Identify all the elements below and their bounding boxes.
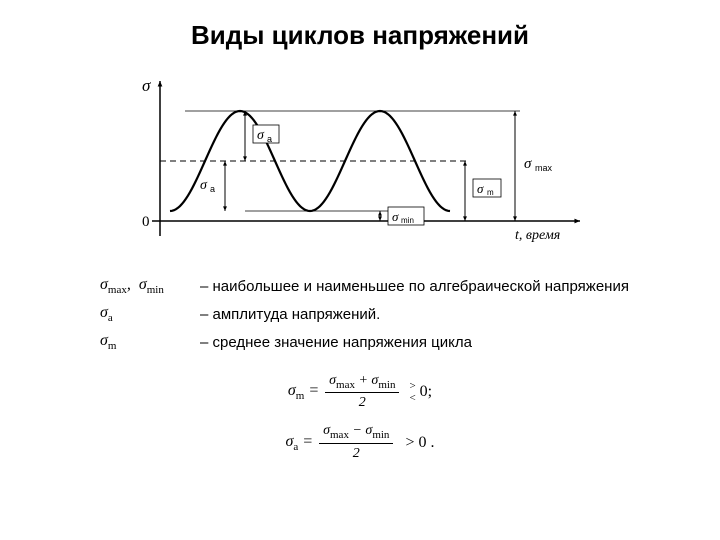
svg-text:t, время: t, время — [515, 228, 560, 243]
legend-row: σmax, σmin – наибольшее и наименьшее по … — [100, 276, 680, 296]
svg-text:a: a — [210, 184, 215, 194]
svg-text:min: min — [401, 216, 414, 225]
legend-text: – амплитуда напряжений. — [200, 306, 380, 323]
page-title: Виды циклов напряжений — [40, 20, 680, 51]
legend-symbol: σmax, σmin — [100, 276, 200, 296]
legend-text: – наибольшее и наименьшее по алгебраичес… — [200, 278, 629, 295]
svg-text:σ: σ — [524, 156, 532, 172]
svg-text:a: a — [267, 134, 272, 144]
legend-symbol: σa — [100, 304, 200, 324]
legend: σmax, σmin – наибольшее и наименьшее по … — [100, 276, 680, 353]
legend-text: – среднее значение напряжения цикла — [200, 334, 472, 351]
formulas: σm = σmax + σmin 2 >< 0; σa = σmax − σmi… — [230, 373, 490, 463]
svg-text:σ: σ — [392, 209, 399, 224]
svg-text:σ: σ — [142, 76, 151, 95]
stress-cycle-diagram: σaσaσminσmσmaxσ0t, время — [120, 71, 600, 256]
legend-row: σa – амплитуда напряжений. — [100, 304, 680, 324]
formula-sigma-a: σa = σmax − σmin 2 > 0 . — [230, 423, 490, 462]
svg-text:max: max — [535, 163, 553, 173]
legend-symbol: σm — [100, 332, 200, 352]
legend-row: σm – среднее значение напряжения цикла — [100, 332, 680, 352]
svg-text:σ: σ — [257, 128, 265, 143]
svg-text:0: 0 — [142, 214, 150, 230]
svg-text:m: m — [487, 188, 494, 197]
svg-text:σ: σ — [200, 178, 208, 193]
svg-text:σ: σ — [477, 181, 484, 196]
formula-sigma-m: σm = σmax + σmin 2 >< 0; — [230, 373, 490, 412]
